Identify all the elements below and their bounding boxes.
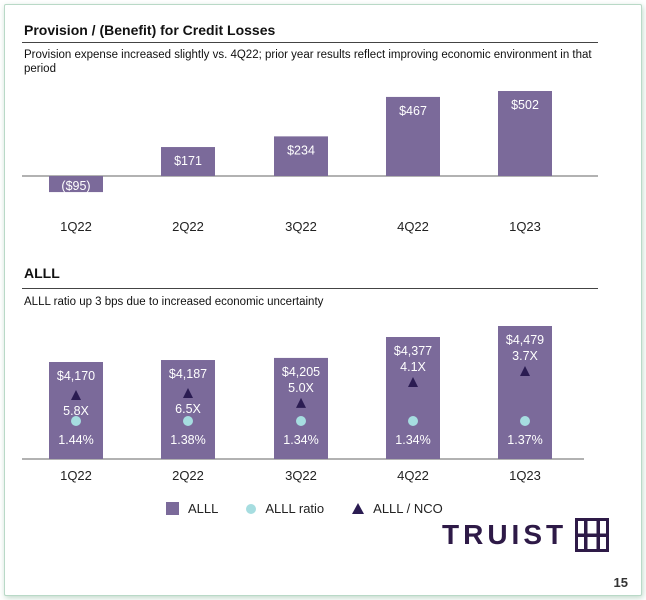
provision-bar-3Q22 xyxy=(274,136,328,176)
provision-value-label-2Q22: $171 xyxy=(174,154,202,168)
legend-nco-swatch xyxy=(352,503,365,514)
ratio-dot-2Q22 xyxy=(183,416,193,426)
nco-value-label-1Q23: 3.7X xyxy=(512,349,538,363)
provision-value-label-1Q22: ($95) xyxy=(61,179,90,193)
provision-title-rule xyxy=(22,42,598,43)
alll-value-label-3Q22: $4,205 xyxy=(282,365,320,379)
provision-bar-2Q22 xyxy=(161,147,215,176)
alll-value-label-1Q23: $4,479 xyxy=(506,333,544,347)
truist-logo: TRUIST xyxy=(442,518,610,552)
truist-wordmark: TRUIST xyxy=(442,519,568,550)
alll-category-label-1Q22: 1Q22 xyxy=(60,468,92,483)
ratio-dot-1Q23 xyxy=(520,416,530,426)
ratio-value-label-4Q22: 1.34% xyxy=(395,433,430,447)
nco-triangle-1Q23 xyxy=(520,366,530,376)
alll-category-label-2Q22: 2Q22 xyxy=(172,468,204,483)
alll-bar-1Q23 xyxy=(498,326,552,459)
alll-subtitle: ALLL ratio up 3 bps due to increased eco… xyxy=(24,296,324,308)
legend-ratio-label: ALLL ratio xyxy=(265,501,325,516)
alll-value-label-1Q22: $4,170 xyxy=(57,369,95,383)
ratio-value-label-1Q22: 1.44% xyxy=(58,433,93,447)
legend-alll-label: ALLL xyxy=(188,501,219,516)
provision-value-label-1Q23: $502 xyxy=(511,98,539,112)
legend-nco-label: ALLL / NCO xyxy=(373,501,443,516)
alll-bar-3Q22 xyxy=(274,357,328,459)
legend-item-ratio: ALLL ratio xyxy=(246,501,324,516)
legend-item-nco: ALLL / NCO xyxy=(352,501,443,516)
legend-alll-swatch xyxy=(166,502,179,515)
ratio-dot-4Q22 xyxy=(408,416,418,426)
provision-subtitle: Provision expense increased slightly vs.… xyxy=(24,49,592,75)
ratio-value-label-1Q23: 1.37% xyxy=(507,433,542,447)
nco-triangle-1Q22 xyxy=(71,390,81,400)
provision-category-label-4Q22: 4Q22 xyxy=(397,219,429,234)
provision-category-label-1Q23: 1Q23 xyxy=(509,219,541,234)
nco-value-label-4Q22: 4.1X xyxy=(400,360,426,374)
alll-title-rule xyxy=(22,288,598,289)
chart-legend: ALLL ALLL ratio ALLL / NCO xyxy=(166,501,471,516)
nco-value-label-2Q22: 6.5X xyxy=(175,402,201,416)
alll-value-label-4Q22: $4,377 xyxy=(394,344,432,358)
alll-bar-2Q22 xyxy=(161,360,215,459)
alll-category-label-1Q23: 1Q23 xyxy=(509,468,541,483)
alll-bar-4Q22 xyxy=(386,337,440,459)
nco-value-label-3Q22: 5.0X xyxy=(288,381,314,395)
nco-triangle-2Q22 xyxy=(183,388,193,399)
provision-category-label-2Q22: 2Q22 xyxy=(172,219,204,234)
alll-value-label-2Q22: $4,187 xyxy=(169,367,207,381)
alll-bar-1Q22 xyxy=(49,362,103,459)
legend-ratio-swatch xyxy=(246,503,257,514)
nco-value-label-1Q22: 5.8X xyxy=(63,404,89,418)
ratio-value-label-2Q22: 1.38% xyxy=(170,433,205,447)
provision-bar-1Q22 xyxy=(49,176,103,193)
alll-section-title: ALLL xyxy=(24,265,60,281)
truist-h-mark-icon xyxy=(575,518,610,552)
page-number: 15 xyxy=(613,575,628,590)
legend-item-alll: ALLL xyxy=(166,501,218,516)
provision-bar-4Q22 xyxy=(386,96,440,176)
nco-triangle-4Q22 xyxy=(408,377,418,387)
provision-bar-1Q23 xyxy=(498,91,552,176)
ratio-dot-1Q22 xyxy=(71,416,81,426)
nco-triangle-3Q22 xyxy=(296,397,306,408)
provision-category-label-1Q22: 1Q22 xyxy=(60,219,92,234)
provision-value-label-3Q22: $234 xyxy=(287,143,315,157)
provision-section-title: Provision / (Benefit) for Credit Losses xyxy=(24,22,276,38)
provision-value-label-4Q22: $467 xyxy=(399,104,427,118)
alll-category-label-4Q22: 4Q22 xyxy=(397,468,429,483)
ratio-value-label-3Q22: 1.34% xyxy=(283,433,318,447)
ratio-dot-3Q22 xyxy=(296,416,306,426)
provision-category-label-3Q22: 3Q22 xyxy=(285,219,317,234)
alll-category-label-3Q22: 3Q22 xyxy=(285,468,317,483)
